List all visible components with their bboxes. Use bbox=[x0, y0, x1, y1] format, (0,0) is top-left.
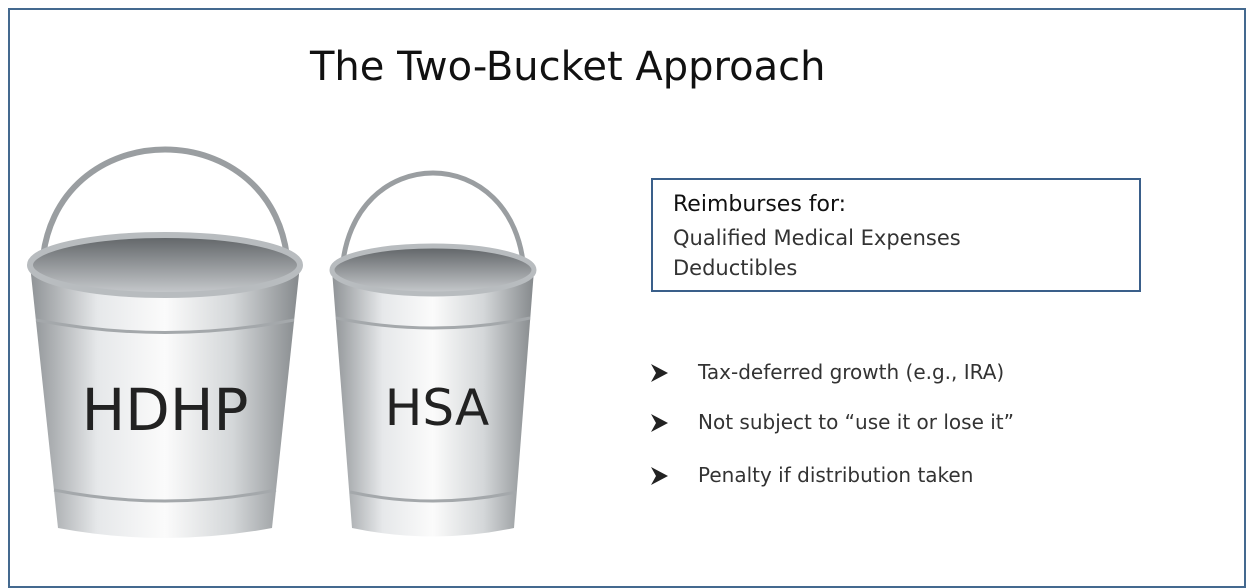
bullet-arrow bbox=[651, 364, 668, 382]
bullet-text: Tax-deferred growth (e.g., IRA) bbox=[698, 360, 1004, 384]
slide: HDHP HSA The Two-Bucket Approach Reimbur… bbox=[0, 0, 1252, 577]
bucket: HSA bbox=[332, 173, 534, 537]
reimburse-box: Reimburses for: Qualified Medical Expens… bbox=[651, 178, 1141, 292]
box-heading: Reimburses for: bbox=[673, 192, 1139, 217]
bucket-label: HDHP bbox=[82, 376, 249, 444]
rim bbox=[332, 246, 534, 294]
bullet-text: Not subject to “use it or lose it” bbox=[698, 410, 1014, 434]
bullet-arrow bbox=[651, 414, 668, 432]
bullet-arrow bbox=[651, 467, 668, 485]
slide-title: The Two-Bucket Approach bbox=[310, 44, 825, 90]
bullet-markers bbox=[651, 364, 668, 485]
bucket-label: HSA bbox=[385, 379, 489, 437]
bucket: HDHP bbox=[30, 150, 300, 539]
box-item: Qualified Medical Expenses bbox=[673, 223, 1139, 253]
box-item: Deductibles bbox=[673, 253, 1139, 283]
bullet-text: Penalty if distribution taken bbox=[698, 463, 973, 487]
rim bbox=[30, 235, 300, 295]
